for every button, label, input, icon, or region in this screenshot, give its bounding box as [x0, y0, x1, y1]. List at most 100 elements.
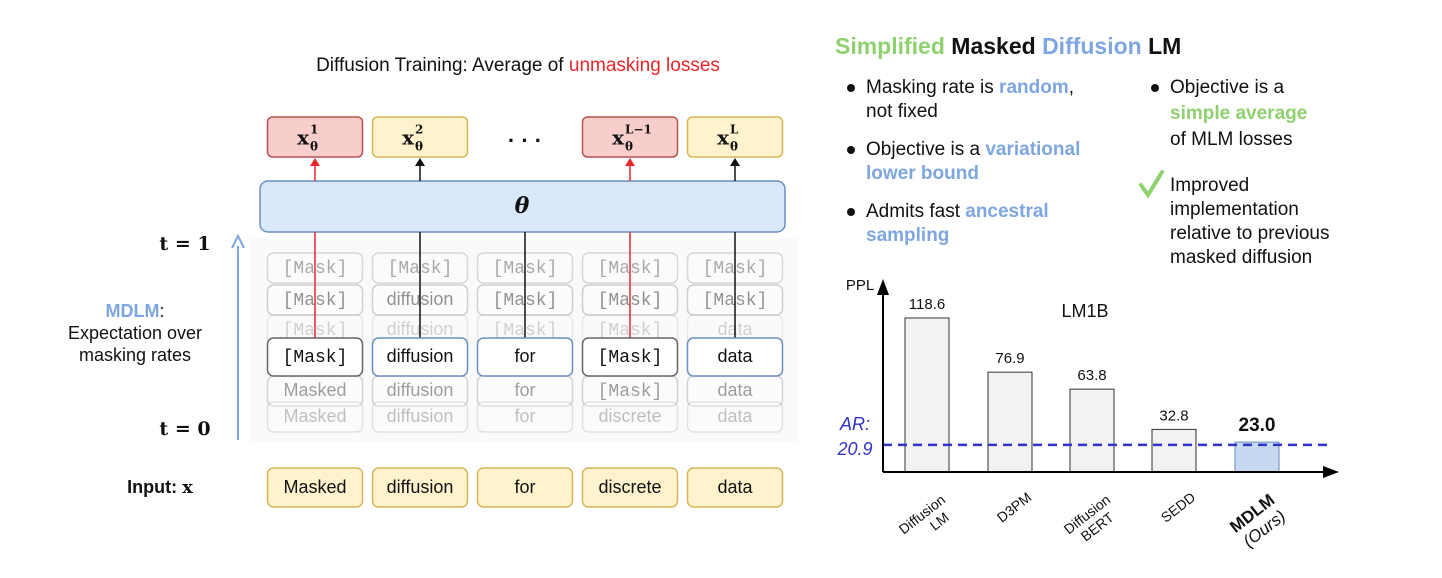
reference-value: 20.9: [836, 439, 872, 459]
token-text: Masked: [283, 406, 346, 426]
text-segment: variational: [985, 139, 1080, 160]
output-sub: θ: [310, 140, 318, 154]
token-text: [Mask]: [283, 348, 348, 368]
token-text: data: [717, 406, 753, 426]
text-segment: lower bound: [866, 163, 979, 184]
value-label: 118.6: [909, 296, 945, 313]
token-text: diffusion: [387, 406, 454, 426]
bullet-text: not fixed: [866, 101, 938, 122]
bullet-dot: [847, 208, 855, 216]
y-axis-head: [877, 279, 889, 295]
text-segment: Improved: [1170, 175, 1249, 196]
bar: [904, 317, 950, 473]
text-segment: ,: [1069, 77, 1074, 98]
text-segment: of MLM losses: [1170, 129, 1292, 150]
input-token: data: [717, 477, 753, 497]
bar: [1151, 428, 1197, 473]
text-segment: random: [999, 77, 1069, 98]
input-box: [371, 467, 469, 508]
check-text: relative to previous: [1170, 223, 1329, 244]
x-tick-label: SEDD: [1158, 489, 1199, 526]
text-segment: Diffusion: [1042, 33, 1142, 59]
token-box: [266, 401, 364, 433]
value-label: 76.9: [995, 350, 1024, 367]
noisy-token: Masked: [266, 375, 364, 407]
token-box: [686, 337, 784, 377]
token-box: [371, 401, 469, 433]
input-token: discrete: [598, 477, 661, 497]
token-text: for: [514, 380, 535, 400]
noisy-token: [Mask]: [581, 375, 679, 407]
output-arrow-head: [415, 158, 425, 166]
token-text: discrete: [598, 406, 661, 426]
output-sub: θ: [415, 140, 423, 154]
bullet-text: Objective is a variational: [866, 139, 1080, 160]
bullet-text: of MLM losses: [1170, 129, 1292, 150]
token-box: [581, 401, 679, 433]
token-text: diffusion: [387, 346, 454, 366]
input-box: [266, 467, 364, 508]
bullet-text: sampling: [866, 225, 949, 246]
current-token: data: [686, 337, 784, 377]
current-token: diffusion: [371, 337, 469, 377]
text-segment: Objective is a: [1170, 77, 1284, 98]
text-segment: Expectation over: [68, 323, 202, 343]
output-sup: L: [730, 123, 739, 137]
token-box: [686, 401, 784, 433]
x-axis-head: [1323, 466, 1339, 478]
x-tick-label: MDLM (Ours): [1227, 488, 1295, 553]
x-tick-label: D3PM: [994, 489, 1035, 526]
x-tick-label: Diffusion LM: [895, 489, 961, 550]
check-text: implementation: [1170, 199, 1299, 220]
current-token: [Mask]: [266, 337, 364, 377]
bullet-dot: [1151, 84, 1159, 92]
summary-title: Simplified Masked Diffusion LM: [835, 33, 1181, 59]
noisy-token: diffusion: [371, 375, 469, 407]
token-text: Masked: [283, 380, 346, 400]
output-sup: L−1: [625, 123, 652, 137]
input-box: [581, 467, 679, 508]
expectation-label: masking rates: [79, 345, 191, 365]
token-text: diffusion: [387, 380, 454, 400]
reference-label: AR:: [839, 414, 870, 434]
text-segment: implementation: [1170, 199, 1299, 220]
bar: [1069, 388, 1115, 473]
time-top: t = 1: [159, 233, 210, 255]
text-segment: :: [159, 301, 164, 321]
bullet-text: Masking rate is random,: [866, 77, 1074, 98]
text-segment: Objective is a: [866, 139, 985, 160]
token-text: [Mask]: [598, 348, 663, 368]
noisy-token: diffusion: [371, 401, 469, 433]
value-label: 23.0: [1239, 415, 1276, 436]
bullet-dot: [847, 84, 855, 92]
model-label: θ: [515, 193, 530, 219]
input-token: for: [514, 477, 535, 497]
token-text: data: [717, 346, 753, 366]
token-box: [371, 337, 469, 377]
check-text: Improved: [1170, 175, 1249, 196]
text-segment: relative to previous: [1170, 223, 1329, 244]
value-label: 63.8: [1077, 367, 1106, 384]
chart-title: LM1B: [1061, 301, 1108, 321]
text-segment: Simplified: [835, 33, 945, 59]
text-segment: not fixed: [866, 101, 938, 122]
output-box: [686, 116, 784, 158]
text-segment: x: [182, 477, 193, 498]
output-box: [371, 116, 469, 158]
output-sub: θ: [625, 140, 633, 154]
bar: [987, 371, 1033, 473]
y-axis-label: PPL: [846, 277, 874, 294]
output-sup: 2: [415, 123, 423, 137]
value-label: 32.8: [1159, 407, 1188, 424]
noisy-token: for: [476, 375, 574, 407]
x-tick-label: Diffusion BERT: [1060, 489, 1126, 550]
check-mark: [1139, 170, 1164, 199]
token-text: [Mask]: [598, 382, 663, 402]
noisy-token: for: [476, 401, 574, 433]
token-box: [476, 401, 574, 433]
expectation-label: MDLM:: [106, 301, 165, 321]
output-box: [581, 116, 679, 158]
current-token: [Mask]: [581, 337, 679, 377]
text-segment: simple average: [1170, 103, 1307, 124]
